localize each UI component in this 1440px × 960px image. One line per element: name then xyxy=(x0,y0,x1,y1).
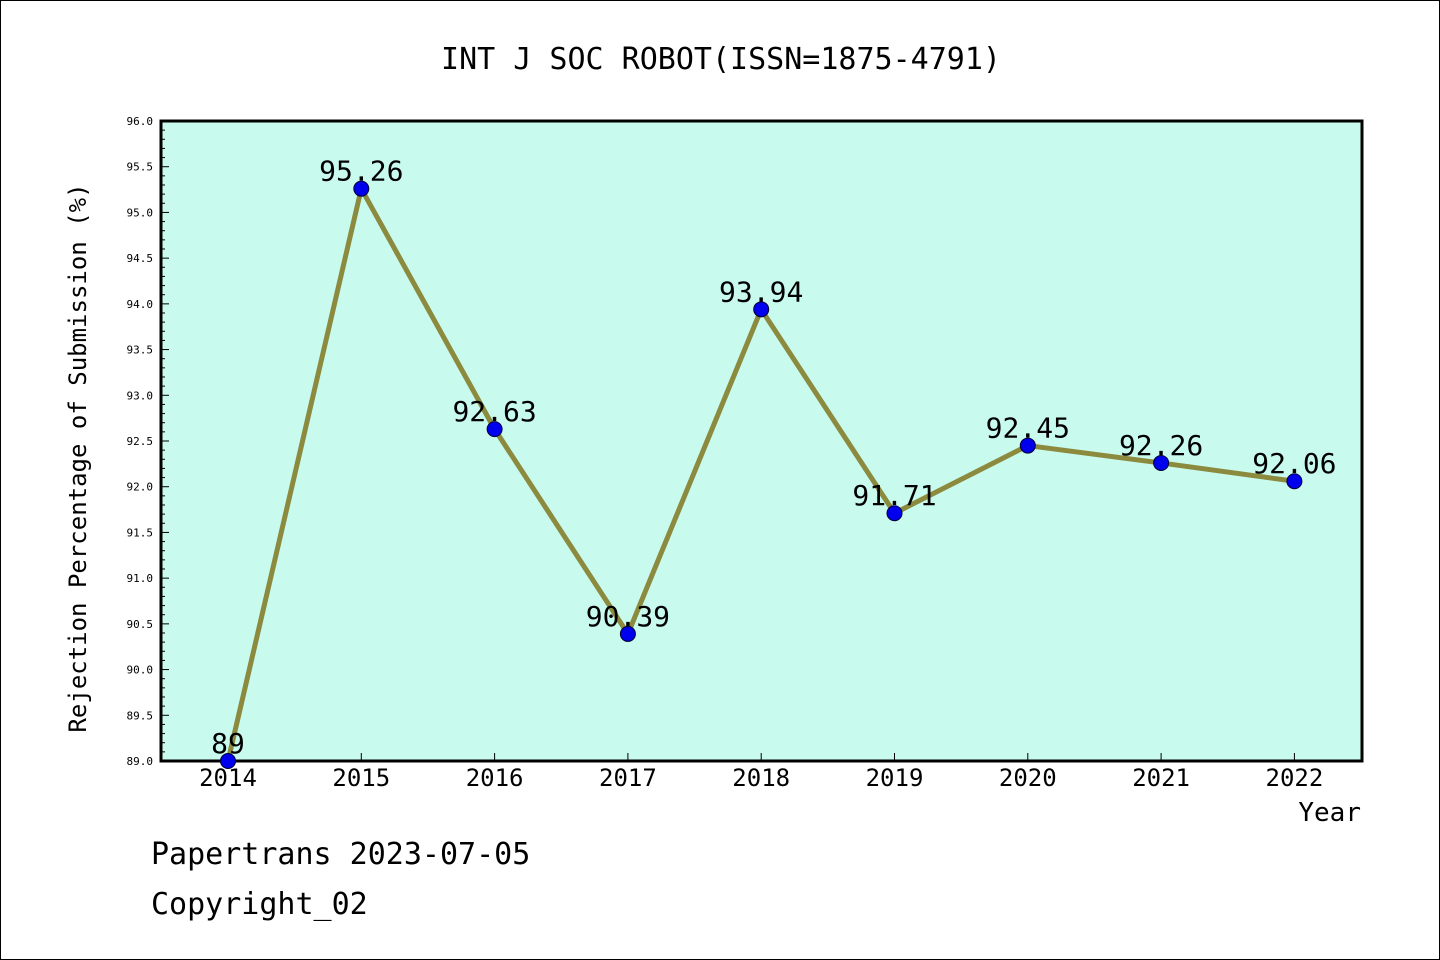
y-tick-label: 93.5 xyxy=(127,344,154,357)
y-tick-label: 90.0 xyxy=(127,664,154,677)
data-label: 90.39 xyxy=(586,600,670,633)
data-label: 93.94 xyxy=(719,275,803,308)
x-tick-label: 2017 xyxy=(599,764,657,792)
x-tick-label: 2022 xyxy=(1266,764,1324,792)
data-point xyxy=(619,625,636,642)
data-label: 92.45 xyxy=(986,412,1070,445)
series-markers xyxy=(220,180,1303,769)
x-tick-label: 2015 xyxy=(332,764,390,792)
chart-title: INT J SOC ROBOT(ISSN=1875-4791) xyxy=(441,42,1001,77)
data-point xyxy=(353,180,370,197)
data-point xyxy=(486,421,503,438)
y-axis-label: Rejection Percentage of Submission (%) xyxy=(64,183,92,732)
data-point xyxy=(1019,437,1036,454)
plot-area xyxy=(159,119,1364,763)
footer-copyright: Copyright_02 xyxy=(151,887,368,922)
data-label: 92.06 xyxy=(1252,447,1336,480)
data-point xyxy=(220,753,236,769)
x-axis: 2014 2015 2016 2017 2018 2019 2020 2021 2022 xyxy=(199,753,1323,792)
data-point xyxy=(1286,473,1303,490)
y-tick-label: 91.0 xyxy=(127,572,154,585)
y-tick-label: 92.5 xyxy=(127,435,154,448)
x-tick-label: 2016 xyxy=(466,764,524,792)
y-tick-label: 94.0 xyxy=(127,298,154,311)
data-point xyxy=(1153,454,1170,471)
x-axis-label: Year xyxy=(1298,798,1361,828)
x-tick-label: 2021 xyxy=(1132,764,1190,792)
data-label: 91.71 xyxy=(852,479,936,512)
y-tick-label: 95.0 xyxy=(127,206,154,219)
y-tick-label: 89.0 xyxy=(127,755,154,768)
y-axis: 89.0 89.5 90.0 90.5 91.0 91.5 92.0 92.5 93.0 93.5… xyxy=(127,115,169,768)
y-tick-label: 95.5 xyxy=(127,161,154,174)
y-tick-label: 92.0 xyxy=(127,481,154,494)
data-label: 92.63 xyxy=(452,395,536,428)
y-tick-label: 94.5 xyxy=(127,252,154,265)
footer-credit: Papertrans 2023-07-05 xyxy=(151,837,531,872)
data-point xyxy=(886,505,903,522)
data-point xyxy=(753,301,770,318)
y-tick-label: 90.5 xyxy=(127,618,154,631)
y-tick-label: 96.0 xyxy=(127,115,154,128)
data-label: 89 xyxy=(211,727,245,760)
data-labels: 89 95.26 92.63 90.39 93.94 91.71 92.45 92.26 92.… xyxy=(211,155,1336,760)
y-tick-label: 93.0 xyxy=(127,389,154,402)
x-tick-label: 2020 xyxy=(999,764,1057,792)
y-tick-label: 91.5 xyxy=(127,526,154,539)
y-tick-label: 89.5 xyxy=(127,709,154,722)
data-label: 95.26 xyxy=(319,155,403,188)
x-tick-label: 2019 xyxy=(866,764,924,792)
data-label: 92.26 xyxy=(1119,429,1203,462)
x-tick-label: 2018 xyxy=(732,764,790,792)
